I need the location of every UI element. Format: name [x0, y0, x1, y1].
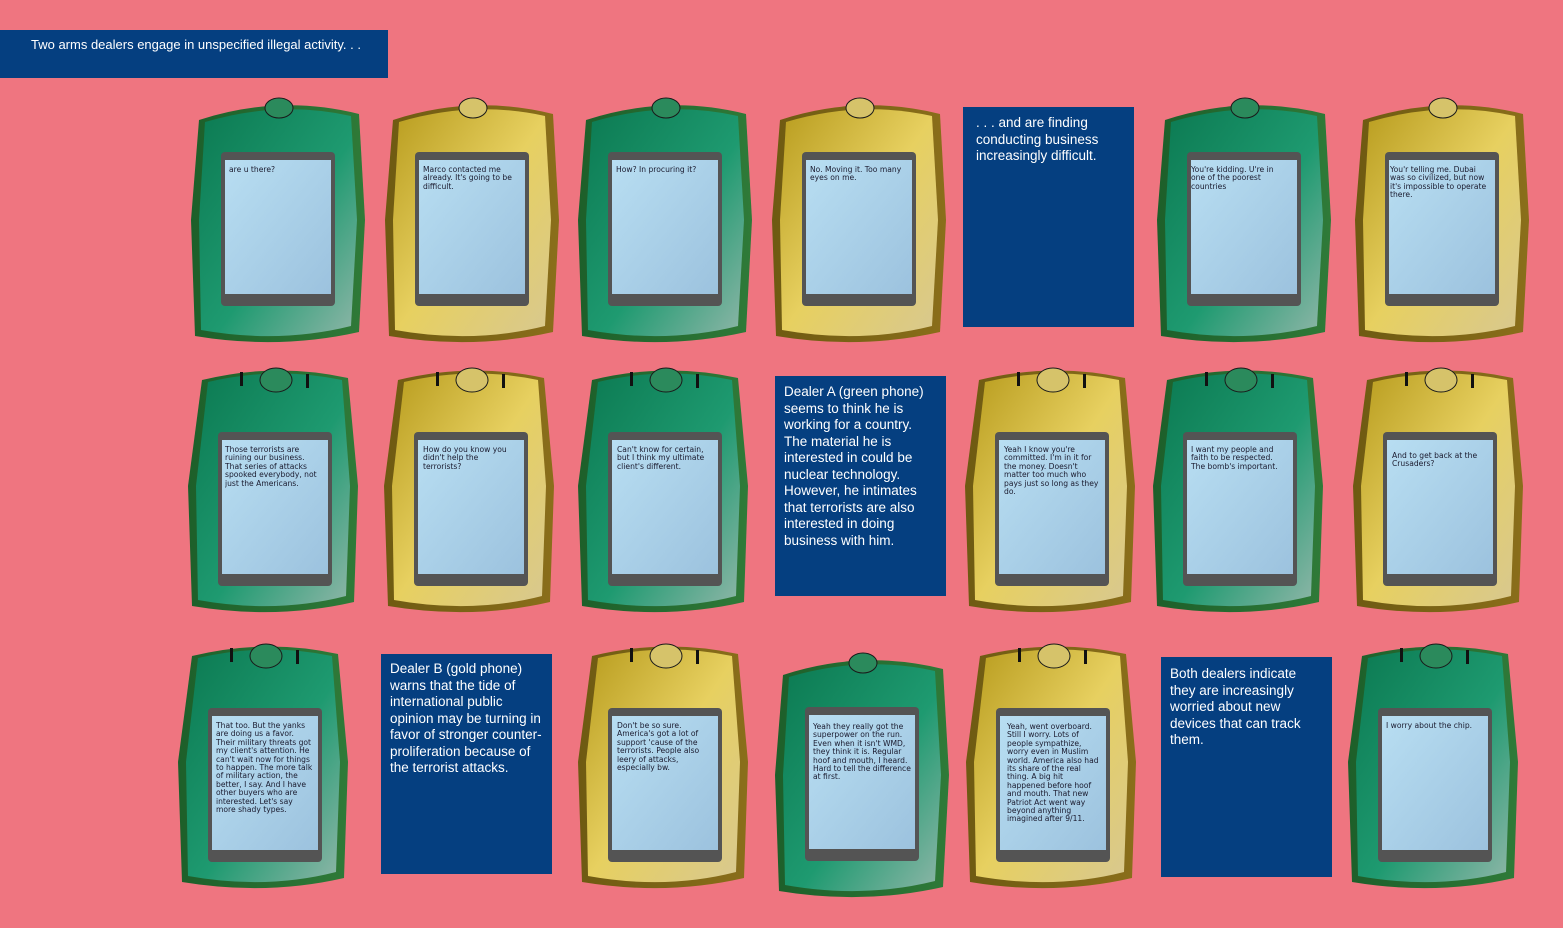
phone-green: How? In procuring it?: [577, 97, 753, 343]
phone-green: I want my people and faith to be respect…: [1152, 366, 1328, 613]
gold-phone-icon: [384, 97, 560, 343]
phone-message: Yeah I know you're committed. I'm in it …: [1004, 446, 1099, 497]
phone-gold: How do you know you didn't help the terr…: [383, 366, 559, 613]
caption-dealer-a: Dealer A (green phone) seems to think he…: [775, 376, 946, 596]
green-phone-icon: [1347, 643, 1519, 889]
phone-gold: You'r telling me. Dubai was so civilized…: [1354, 97, 1530, 343]
green-phone-icon: [1156, 97, 1332, 343]
caption-intro: Two arms dealers engage in unspecified i…: [0, 30, 388, 78]
phone-message: are u there?: [229, 166, 276, 174]
green-phone-icon: [1152, 367, 1324, 613]
phone-message: No. Moving it. Too many eyes on me.: [810, 166, 902, 183]
phone-message: Can't know for certain, but I think my u…: [617, 446, 705, 471]
phone-message: I worry about the chip.: [1386, 722, 1473, 730]
phone-message: You'r telling me. Dubai was so civilized…: [1390, 166, 1487, 200]
phone-message: I want my people and faith to be respect…: [1191, 446, 1278, 471]
phone-message: Yeah, went overboard. Still I worry. Lot…: [1007, 723, 1099, 824]
phone-gold: Don't be so sure. America's got a lot of…: [577, 642, 753, 889]
phone-green: Can't know for certain, but I think my u…: [577, 366, 753, 613]
green-phone-icon: [577, 97, 753, 343]
gold-phone-icon: [1354, 97, 1530, 343]
phone-message: Those terrorists are ruining our busines…: [225, 446, 317, 488]
phone-green: That too. But the yanks are doing us a f…: [177, 642, 353, 889]
caption-dealer-b: Dealer B (gold phone) warns that the tid…: [381, 654, 552, 874]
phone-gold: No. Moving it. Too many eyes on me.: [771, 97, 947, 343]
phone-green: Those terrorists are ruining our busines…: [187, 366, 363, 613]
phone-gold: Yeah, went overboard. Still I worry. Lot…: [965, 642, 1141, 889]
phone-message: Marco contacted me already. It's going t…: [423, 166, 512, 191]
gold-phone-icon: [771, 97, 947, 343]
phone-gold: Marco contacted me already. It's going t…: [384, 97, 560, 343]
phone-green: are u there?: [190, 97, 366, 343]
caption-tracking: Both dealers indicate they are increasin…: [1161, 657, 1332, 877]
green-phone-icon: [190, 97, 366, 343]
phone-green: You're kidding. U're in one of the poore…: [1156, 97, 1332, 343]
phone-message: You're kidding. U're in one of the poore…: [1191, 166, 1274, 191]
phone-gold: And to get back at the Crusaders?: [1352, 366, 1528, 613]
phone-message: Don't be so sure. America's got a lot of…: [617, 722, 700, 773]
phone-green: Yeah they really got the superpower on t…: [774, 652, 950, 898]
gold-phone-icon: [1352, 367, 1524, 613]
phone-message: How do you know you didn't help the terr…: [423, 446, 507, 471]
phone-gold: Yeah I know you're committed. I'm in it …: [964, 366, 1140, 613]
phone-message: How? In procuring it?: [616, 166, 697, 174]
phone-message: And to get back at the Crusaders?: [1392, 452, 1478, 469]
green-phone-icon: [577, 367, 749, 613]
gold-phone-icon: [383, 367, 555, 613]
phone-message: That too. But the yanks are doing us a f…: [216, 722, 313, 815]
phone-message: Yeah they really got the superpower on t…: [813, 723, 911, 782]
caption-business-difficult: . . . and are finding conducting busines…: [963, 107, 1134, 327]
phone-green: I worry about the chip.: [1347, 642, 1523, 889]
